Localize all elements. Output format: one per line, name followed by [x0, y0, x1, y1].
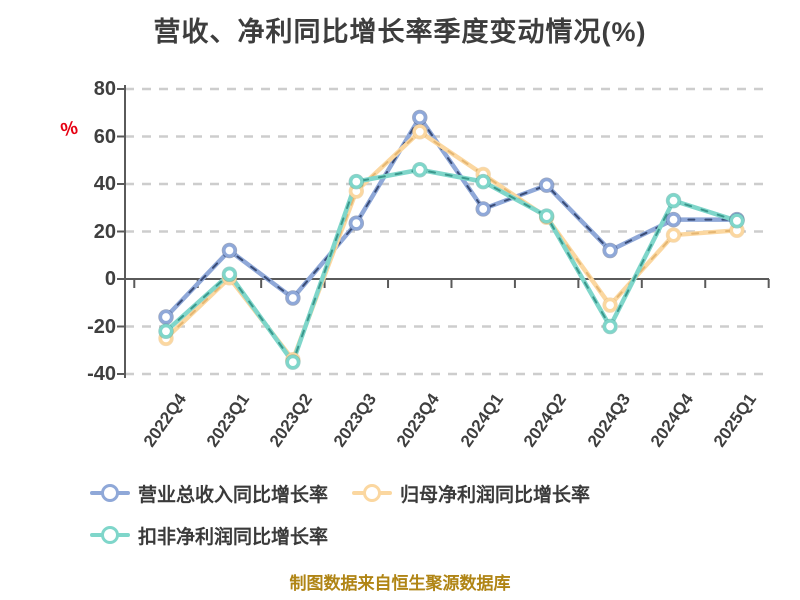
y-tick-label-0: 0: [104, 268, 116, 290]
y-tick-label-20: 20: [93, 220, 116, 243]
data-point-marker-non-gaap-net-profit-yoy-growth: [729, 213, 745, 228]
data-point-marker-revenue-yoy-growth: [476, 201, 491, 217]
y-tick-label-60: 60: [93, 125, 116, 148]
data-point-marker-non-gaap-net-profit-yoy-growth: [349, 174, 364, 189]
data-point-marker-revenue-yoy-growth: [285, 290, 300, 306]
data-point-marker-net-profit-yoy-growth: [412, 124, 427, 139]
data-point-marker-non-gaap-net-profit-yoy-growth: [158, 324, 174, 339]
data-point-marker-non-gaap-net-profit-yoy-growth: [285, 355, 300, 370]
data-point-marker-non-gaap-net-profit-yoy-growth: [539, 208, 554, 224]
data-point-marker-non-gaap-net-profit-yoy-growth: [222, 267, 237, 282]
data-point-marker-non-gaap-net-profit-yoy-growth: [476, 174, 491, 189]
data-point-marker-revenue-yoy-growth: [539, 178, 554, 193]
y-tick-label-40: 40: [93, 173, 116, 195]
legend-label: 归母净利润同比增长率: [400, 484, 591, 506]
legend-marker-icon: [352, 483, 392, 503]
y-tick-label--40: -40: [87, 363, 116, 385]
data-point-marker-net-profit-yoy-growth: [666, 227, 681, 243]
data-point-marker-non-gaap-net-profit-yoy-growth: [602, 319, 618, 334]
data-point-marker-non-gaap-net-profit-yoy-growth: [412, 162, 427, 177]
legend-item-revenue-yoy-growth: 营业总收入同比增长率: [90, 481, 329, 506]
data-point-marker-revenue-yoy-growth: [222, 243, 237, 258]
legend-label: 营业总收入同比增长率: [138, 484, 329, 506]
data-point-marker-revenue-yoy-growth: [666, 212, 681, 227]
y-tick-label--20: -20: [87, 315, 116, 338]
chart-title: 营收、净利同比增长率季度变动情况(%): [153, 17, 647, 47]
data-source-note: 制图数据来自恒生聚源数据库: [289, 574, 511, 593]
legend-marker-icon: [90, 483, 130, 503]
series-dash-overlay-non-gaap-net-profit-yoy-growth: [165, 168, 738, 365]
data-point-marker-revenue-yoy-growth: [412, 110, 427, 125]
data-point-marker-revenue-yoy-growth: [349, 216, 364, 231]
data-point-marker-revenue-yoy-growth: [602, 243, 618, 258]
data-point-marker-non-gaap-net-profit-yoy-growth: [666, 193, 681, 208]
data-point-marker-revenue-yoy-growth: [158, 309, 174, 325]
y-tick-label-80: 80: [93, 78, 116, 100]
series-dash-overlay-revenue-yoy-growth: [165, 115, 738, 318]
legend-label: 扣非净利润同比增长率: [138, 526, 329, 548]
legend-item-net-profit-yoy-growth: 归母净利润同比增长率: [352, 481, 591, 506]
legend-item-non-gaap-net-profit-yoy-growth: 扣非净利润同比增长率: [90, 523, 329, 548]
data-point-marker-net-profit-yoy-growth: [602, 298, 618, 313]
legend-marker-icon: [90, 525, 130, 545]
